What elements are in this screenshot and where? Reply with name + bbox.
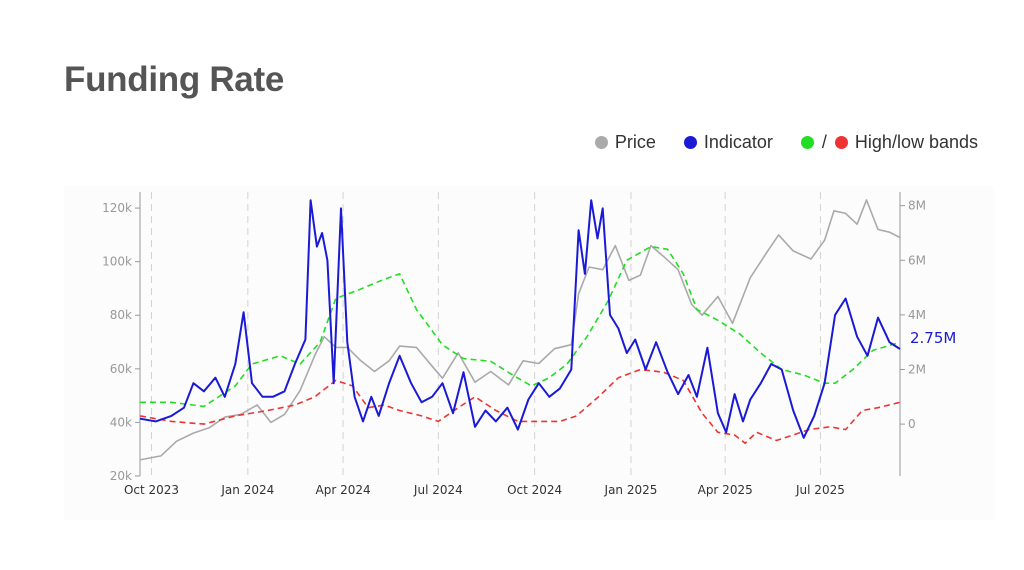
indicator-last-value-label: 2.75M [910,329,956,347]
legend-label-bands: High/low bands [854,132,978,152]
low-band-dot-icon [834,136,848,149]
series-line-high-band [140,245,901,408]
series-line-indicator [139,199,901,439]
price-dot-icon [594,136,608,149]
x-tick-label: Jan 2025 [604,483,658,497]
x-tick-label: Oct 2023 [124,483,179,497]
y-right-tick-label: 4M [908,308,926,322]
y-left-tick-label: 100k [102,255,132,269]
legend-label-price: Price [614,132,656,152]
x-tick-label: Jul 2025 [795,483,845,497]
y-right-tick-label: 6M [908,253,926,267]
x-tick-label: Apr 2025 [698,483,753,497]
x-tick-label: Jul 2024 [413,483,463,497]
y-left-tick-label: 40k [110,415,132,429]
series-line-low-band [139,368,901,444]
x-tick-label: Apr 2024 [316,483,371,497]
legend-item-bands[interactable]: / High/low bands [800,132,978,153]
y-right-tick-label: 2M [908,363,926,377]
high-band-dot-icon [800,136,814,149]
series-line-price [139,199,901,461]
legend-item-price[interactable]: Price [594,132,656,153]
funding-rate-chart[interactable]: 120k 100k 80k 60k 40k 20k 8M 6M 4M 2M 0 Oct 2023 Jan… [64,186,994,520]
x-tick-label: Oct 2024 [507,483,562,497]
y-left-tick-label: 120k [102,201,132,215]
y-left-tick-label: 60k [110,362,132,376]
y-left-tick-label: 80k [110,308,132,322]
chart-area: 120k 100k 80k 60k 40k 20k 8M 6M 4M 2M 0 Oct 2023 Jan… [64,186,994,520]
y-right-tick-label: 8M [908,199,926,213]
chart-legend: Price Indicator / High/low bands [594,132,978,153]
x-tick-label: Jan 2024 [220,483,274,497]
y-right-tick-label: 0 [908,417,916,431]
y-left-tick-label: 20k [110,469,132,483]
legend-label-indicator: Indicator [703,132,773,152]
legend-separator: / [821,132,827,152]
legend-item-indicator[interactable]: Indicator [683,132,773,153]
page-title: Funding Rate [64,60,284,99]
indicator-dot-icon [683,136,697,149]
